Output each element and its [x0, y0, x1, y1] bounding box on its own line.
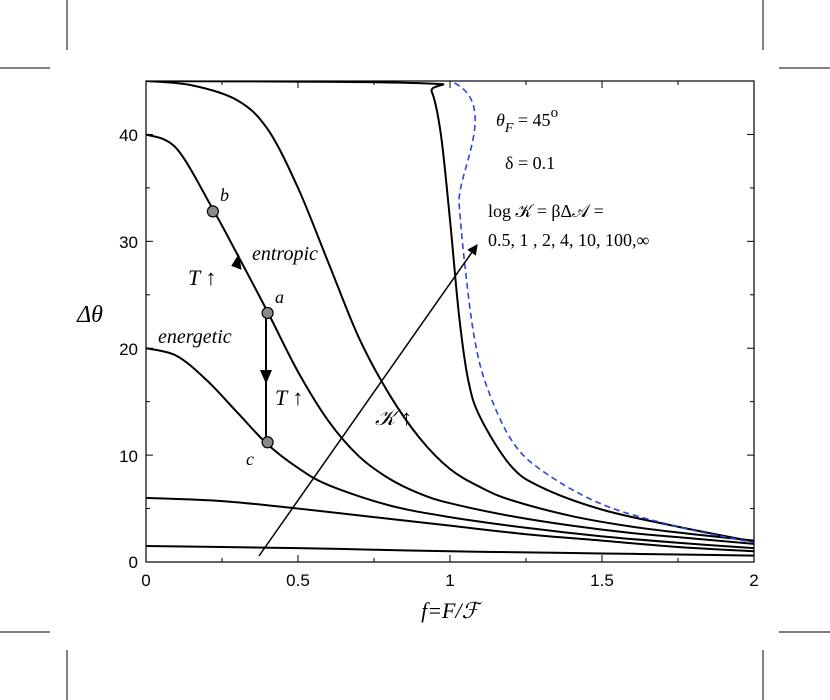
- x-tick-label: 1: [445, 571, 454, 590]
- plot-area: [145, 80, 755, 563]
- x-tick-label: 0.5: [286, 571, 310, 590]
- y-tick-labels: 0 10 20 30 40: [119, 126, 138, 572]
- series-line-1: [146, 544, 754, 557]
- state-point-a: [261, 306, 274, 320]
- state-point-b: [206, 205, 219, 218]
- delta-annotation: δ = 0.1: [505, 153, 555, 173]
- t-up-label-1: T ↑: [188, 265, 216, 290]
- series-line-5: [146, 81, 754, 542]
- series-line-6: [146, 81, 754, 543]
- point-label-b: b: [220, 185, 229, 205]
- k-up-label: 𝒦 ↑: [375, 405, 412, 430]
- k-arrow: [258, 244, 478, 557]
- series-layer: [146, 81, 754, 557]
- y-axis-label: Δθ: [76, 302, 103, 328]
- series-line-3: [146, 347, 754, 550]
- series-line-7: [146, 81, 754, 544]
- log-k-line2: 0.5, 1 , 2, 4, 10, 100,∞: [488, 230, 650, 250]
- y-tick-label: 30: [119, 233, 138, 252]
- y-tick-label: 40: [119, 126, 138, 145]
- log-k-line1: log 𝒦 = βΔ𝒜 =: [488, 201, 604, 221]
- up-arrowhead: [231, 253, 242, 270]
- x-axis-label: f=F/ℱ: [421, 598, 483, 623]
- y-tick-label: 0: [129, 553, 138, 572]
- state-point-c: [261, 436, 274, 449]
- t-up-label-2: T ↑: [275, 385, 303, 410]
- point-label-c: c: [246, 449, 254, 469]
- x-tick-label: 0: [141, 571, 150, 590]
- x-tick-label: 2: [749, 571, 758, 590]
- y-tick-label: 20: [119, 340, 138, 359]
- entropic-label: entropic: [252, 243, 318, 265]
- series-line-2: [146, 496, 754, 553]
- theta-f-subscript: F: [504, 121, 514, 136]
- energetic-label: energetic: [158, 326, 232, 348]
- y-tick-label: 10: [119, 447, 138, 466]
- down-arrowhead: [260, 370, 272, 384]
- points-layer: [206, 205, 274, 449]
- tick-marks: [145, 81, 755, 563]
- theta-f-annotation: θF = 45o: [496, 105, 558, 136]
- theta-f-unit: o: [551, 105, 559, 121]
- x-tick-label: 1.5: [590, 571, 614, 590]
- theta-f-value: = 45: [513, 110, 550, 130]
- series-line-4: [146, 133, 754, 545]
- point-label-a: a: [275, 287, 284, 307]
- x-tick-labels: 0 0.5 1 1.5 2: [141, 571, 758, 590]
- theta-f-symbol: θ: [496, 110, 505, 130]
